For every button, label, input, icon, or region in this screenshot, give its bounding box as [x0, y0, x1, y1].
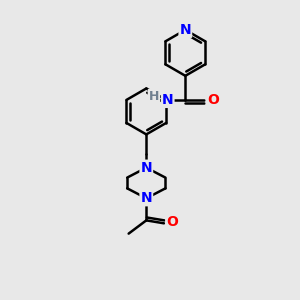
Text: N: N [179, 23, 191, 37]
Text: N: N [140, 191, 152, 205]
Text: N: N [140, 161, 152, 175]
Text: O: O [207, 93, 219, 107]
Text: H: H [148, 90, 159, 103]
Text: O: O [166, 215, 178, 229]
Text: N: N [162, 93, 173, 107]
